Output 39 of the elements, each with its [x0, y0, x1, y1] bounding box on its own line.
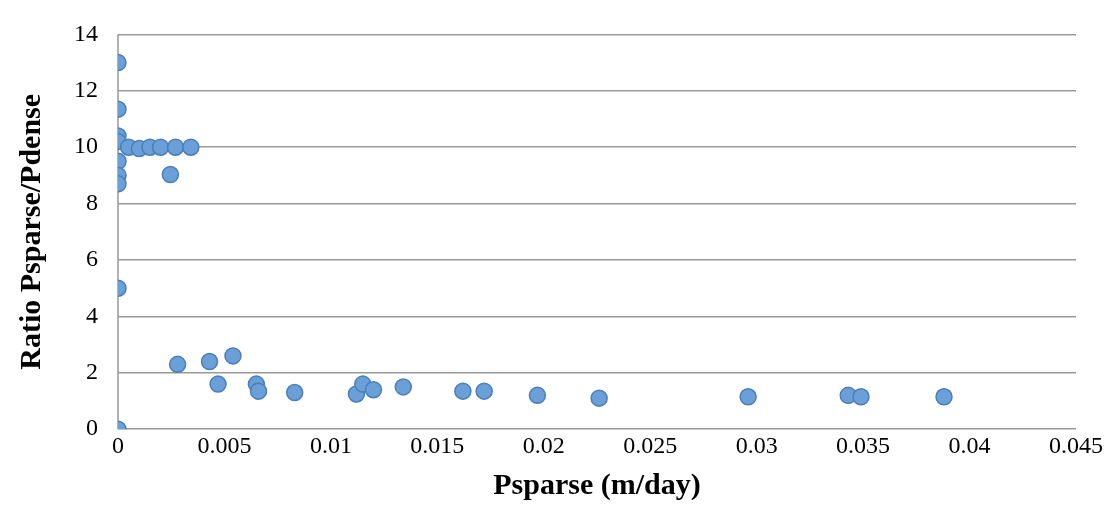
y-tick-label: 0 [86, 414, 98, 441]
y-tick-label: 14 [74, 19, 98, 46]
x-tick-label: 0.015 [410, 431, 465, 458]
x-axis-title: Psparse (m/day) [493, 466, 701, 501]
point [528, 386, 547, 405]
x-tick-label: 0.045 [1049, 431, 1103, 458]
point [475, 382, 493, 400]
point [249, 382, 268, 400]
point [166, 138, 185, 156]
y-tick-label: 10 [74, 132, 98, 159]
y-tick-label: 8 [86, 188, 98, 215]
y-tick-label: 2 [86, 358, 98, 385]
y-tick-label: 12 [74, 76, 98, 103]
point [739, 388, 757, 406]
point [364, 380, 383, 399]
x-tick-label: 0 [112, 431, 124, 458]
x-tick-label: 0.03 [735, 431, 778, 458]
point [182, 138, 200, 156]
point [935, 388, 953, 406]
point [224, 347, 242, 365]
x-tick-label: 0.035 [836, 431, 891, 458]
point [454, 382, 472, 400]
point [209, 375, 227, 393]
point [151, 138, 170, 156]
point [285, 383, 304, 402]
point [852, 388, 870, 406]
y-axis-title: Ratio Psparse/Pdense [12, 93, 46, 370]
x-tick-label: 0.005 [197, 431, 252, 458]
x-tick-label: 0.01 [309, 431, 352, 458]
point [200, 352, 219, 371]
point [168, 355, 187, 374]
point [394, 378, 413, 396]
x-tick-label: 0.04 [948, 431, 991, 458]
point [590, 389, 608, 407]
y-tick-label: 4 [86, 301, 98, 328]
x-tick-label: 0.02 [522, 431, 565, 458]
y-tick-label: 6 [86, 245, 98, 272]
x-tick-label: 0.025 [623, 431, 678, 458]
point [161, 165, 180, 184]
